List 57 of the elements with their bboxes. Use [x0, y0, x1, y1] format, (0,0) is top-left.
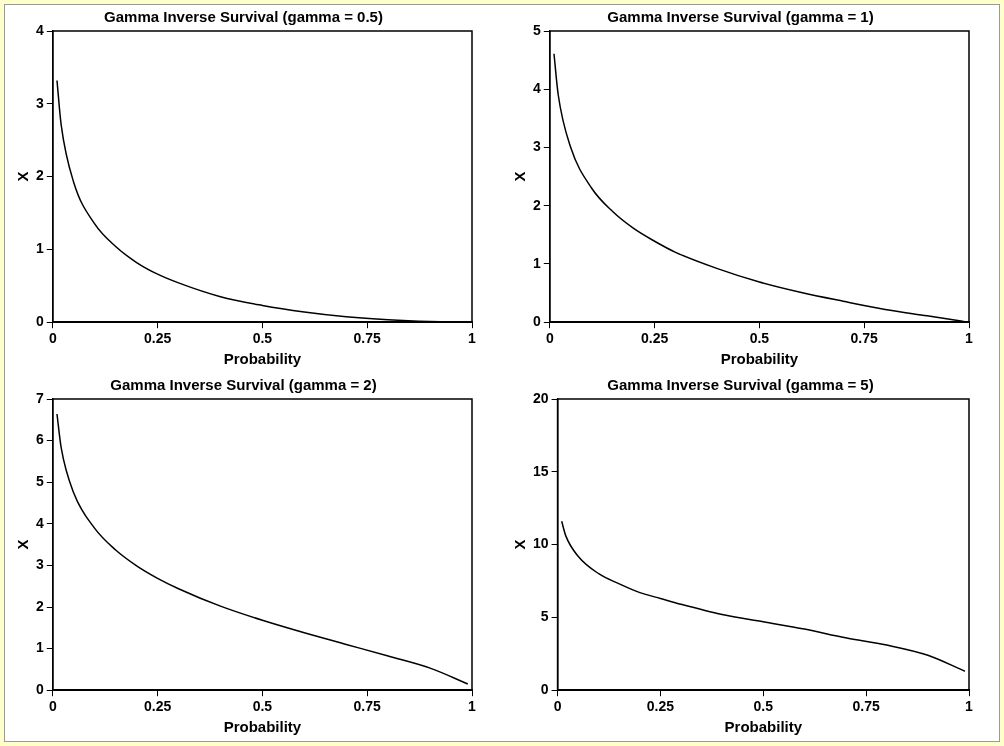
line-series	[56, 413, 469, 685]
chart-title: Gamma Inverse Survival (gamma = 0.5)	[104, 8, 383, 26]
x-tick-label: 0.25	[640, 330, 669, 347]
x-tick-label: 0.25	[143, 698, 172, 715]
y-axis-title: X	[511, 171, 529, 182]
x-axis-title: Probability	[223, 718, 302, 736]
x-tick-label: 0.25	[646, 698, 675, 715]
x-axis-title: Probability	[223, 350, 302, 368]
y-tick-label: 3	[532, 138, 541, 155]
y-tick-label: 2	[35, 167, 44, 184]
y-tick-label: 10	[532, 535, 549, 552]
x-tick-label: 1	[965, 330, 974, 347]
y-tick-label: 6	[35, 431, 44, 448]
y-tick-label: 7	[35, 389, 44, 406]
x-tick-label: 0.5	[749, 330, 770, 347]
x-tick-label: 0.75	[353, 698, 382, 715]
y-tick-label: 3	[35, 556, 44, 573]
x-tick-label: 0	[48, 330, 57, 347]
y-tick-label: 5	[532, 21, 541, 38]
y-axis-title: X	[511, 539, 529, 550]
x-tick-label: 0.5	[252, 698, 273, 715]
y-tick-label: 0	[532, 313, 541, 330]
y-axis-title: X	[14, 171, 32, 182]
x-tick-label: 1	[965, 698, 974, 715]
x-tick-label: 0.5	[252, 330, 273, 347]
x-tick-label: 1	[468, 330, 477, 347]
y-tick-label: 5	[35, 473, 44, 490]
y-tick-label: 1	[532, 254, 541, 271]
x-tick-label: 0.75	[852, 698, 880, 715]
y-tick-label: 1	[35, 240, 44, 257]
x-axis-title: Probability	[720, 350, 799, 368]
y-tick-label: 0	[540, 681, 549, 698]
x-tick-label: 0.5	[753, 698, 774, 715]
y-tick-label: 1	[35, 639, 44, 656]
x-axis-title: Probability	[724, 718, 803, 736]
y-tick-label: 3	[35, 94, 44, 111]
y-tick-label: 0	[35, 681, 44, 698]
y-tick-label: 15	[532, 462, 549, 479]
y-tick-label: 2	[532, 196, 541, 213]
y-tick-label: 4	[35, 21, 44, 38]
chart-title: Gamma Inverse Survival (gamma = 2)	[110, 376, 377, 394]
chart-title: Gamma Inverse Survival (gamma = 1)	[607, 8, 874, 26]
y-tick-label: 20	[532, 389, 549, 406]
y-axis-title: X	[14, 539, 32, 550]
y-tick-label: 0	[35, 313, 44, 330]
x-tick-label: 0.25	[143, 330, 172, 347]
x-tick-label: 0.75	[353, 330, 382, 347]
y-tick-label: 2	[35, 597, 44, 614]
y-tick-label: 4	[532, 80, 541, 97]
y-tick-label: 5	[540, 608, 549, 625]
chart-title: Gamma Inverse Survival (gamma = 5)	[607, 376, 874, 394]
x-tick-label: 0.75	[850, 330, 879, 347]
x-tick-label: 0	[553, 698, 562, 715]
x-tick-label: 0	[48, 698, 57, 715]
line-series	[560, 520, 966, 673]
y-tick-label: 4	[35, 514, 44, 531]
x-tick-label: 1	[468, 698, 477, 715]
